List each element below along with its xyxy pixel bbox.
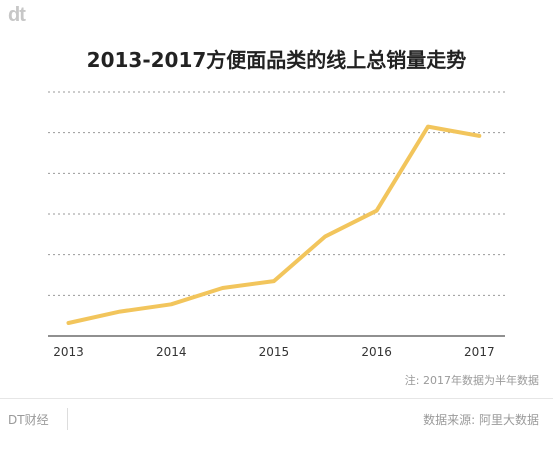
x-tick-label: 2014: [156, 345, 187, 359]
x-tick-label: 2016: [361, 345, 392, 359]
footer-brand: DT财经: [8, 413, 49, 427]
x-tick-label: 2013: [53, 345, 84, 359]
chart-title: 2013-2017方便面品类的线上总销量走势: [86, 48, 467, 72]
dt-logo: dt: [8, 4, 26, 26]
footer-divider: [0, 398, 553, 399]
chart-note: 注: 2017年数据为半年数据: [404, 374, 539, 387]
x-tick-labels: 2013 2014 2015 2016 2017: [53, 345, 494, 359]
sales-trend-line: [66, 124, 482, 325]
data-source: 数据来源: 阿里大数据: [423, 413, 539, 427]
footer-separator: [67, 408, 68, 430]
x-tick-label: 2017: [464, 345, 495, 359]
x-tick-label: 2015: [259, 345, 290, 359]
gridlines: [48, 91, 505, 296]
